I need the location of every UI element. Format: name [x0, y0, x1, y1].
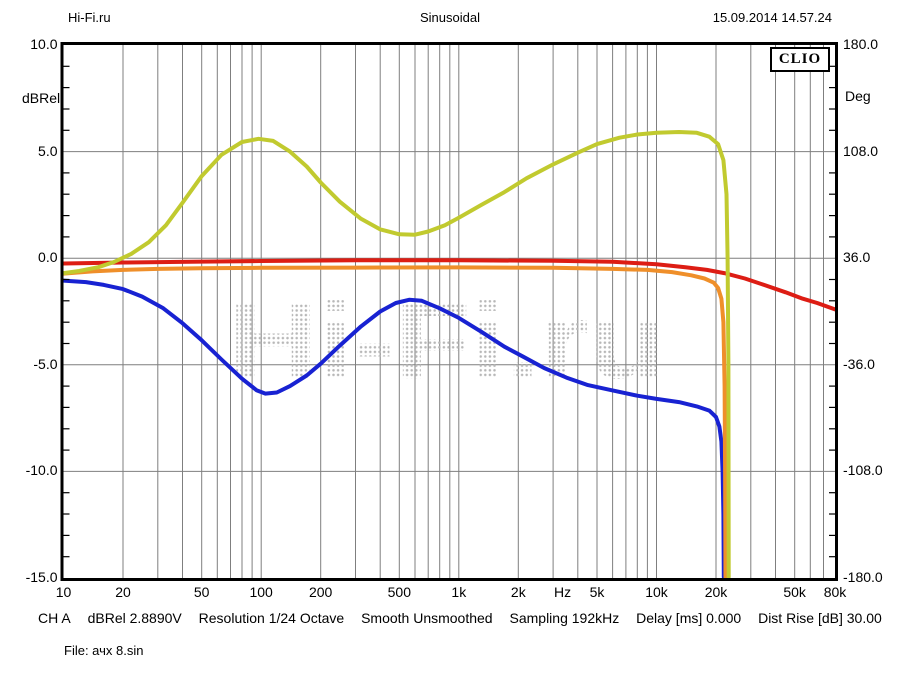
y-axis-left-tick-label: -15.0 — [25, 569, 58, 585]
x-axis-tick-label: 50 — [193, 584, 210, 600]
x-axis-tick-label: 1k — [451, 584, 467, 600]
status-smoothing: Smooth Unsmoothed — [361, 610, 493, 626]
status-dist-rise: Dist Rise [dB] 30.00 — [758, 610, 882, 626]
y-axis-left-tick-label: 10.0 — [30, 36, 58, 52]
x-axis-tick-label: 500 — [387, 584, 411, 600]
x-axis-tick-label: 10k — [645, 584, 668, 600]
y-axis-left-tick-label: -5.0 — [33, 355, 58, 372]
x-axis-tick-label: 2k — [510, 584, 526, 600]
clio-logo-badge: CLIO — [770, 47, 830, 72]
status-bar: CH A dBRel 2.8890V Resolution 1/24 Octav… — [38, 610, 895, 626]
y-axis-right-tick-label: 180.0 — [843, 36, 879, 52]
y-axis-right-tick-label: -36.0 — [843, 355, 875, 372]
x-axis-tick-label: 50k — [783, 584, 806, 600]
right-axis-unit-label: Deg — [845, 88, 871, 104]
site-label: Hi-Fi.ru — [68, 10, 111, 25]
datetime-label: 15.09.2014 14.57.24 — [712, 10, 832, 25]
x-axis-unit-label: Hz — [554, 584, 572, 600]
curve-blue — [61, 278, 726, 579]
y-axis-left-tick-label: 5.0 — [38, 142, 58, 159]
y-axis-right-tick-label: 36.0 — [843, 249, 871, 266]
x-axis-tick-label: 5k — [589, 584, 605, 600]
status-level: dBRel 2.8890V — [87, 610, 182, 626]
status-channel: CH A — [38, 610, 71, 626]
y-axis-right-tick-label: -108.0 — [843, 462, 883, 479]
x-axis-tick-label: 80k — [823, 584, 847, 600]
left-axis-unit-label: dBRel — [22, 90, 61, 106]
y-axis-left-tick-label: -10.0 — [25, 462, 58, 479]
y-axis-right-tick-label: 108.0 — [843, 142, 879, 159]
x-axis-tick-label: 20 — [115, 584, 131, 600]
curve-yellow-green — [61, 130, 731, 579]
curve-orange — [61, 265, 728, 579]
x-axis-tick-label: 20k — [704, 584, 728, 600]
measurement-curves — [61, 130, 837, 579]
measurement-type-label: Sinusoidal — [420, 10, 480, 25]
curve-red — [61, 258, 837, 312]
file-name-label: File: ачх 8.sin — [64, 643, 144, 658]
x-axis-tick-label: 100 — [249, 584, 273, 600]
plot-frame — [60, 42, 838, 581]
y-axis-left-tick-label: 0.0 — [38, 249, 58, 266]
x-axis-tick-label: 200 — [308, 584, 333, 600]
status-sampling: Sampling 192kHz — [509, 610, 620, 626]
grid-lines — [63, 45, 835, 578]
y-axis-right-tick-label: -180.0 — [843, 569, 883, 585]
x-axis-tick-label: 10 — [55, 584, 72, 600]
status-resolution: Resolution 1/24 Octave — [198, 610, 345, 626]
status-delay: Delay [ms] 0.000 — [636, 610, 742, 626]
